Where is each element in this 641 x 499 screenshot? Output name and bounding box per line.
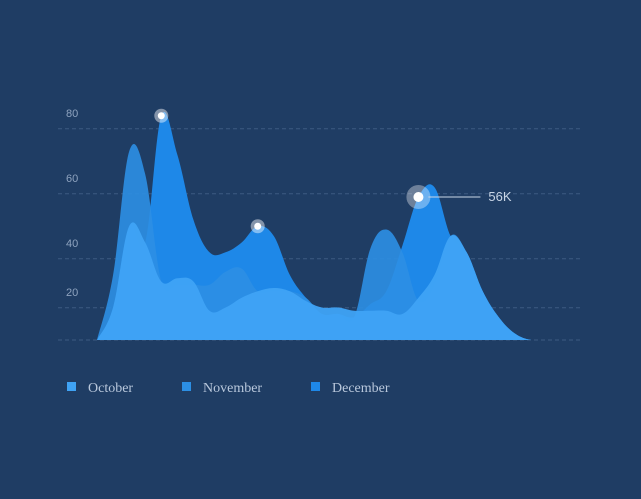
y-tick-label-60: 60	[66, 173, 78, 185]
legend-item-october[interactable]: October	[67, 381, 133, 396]
y-axis-ticks: 20 40 60 80	[66, 108, 78, 299]
series-areas	[97, 111, 547, 340]
legend-label: November	[203, 381, 262, 396]
legend-swatch	[67, 382, 76, 391]
y-tick-label-80: 80	[66, 108, 78, 120]
legend-item-december[interactable]: December	[311, 381, 390, 396]
callout-label: 56K	[488, 189, 511, 204]
legend-swatch	[182, 382, 191, 391]
legend: October November December	[67, 381, 390, 396]
legend-label: October	[88, 381, 133, 396]
legend-item-november[interactable]: November	[182, 381, 262, 396]
series-area-october	[97, 222, 547, 340]
legend-label: December	[332, 381, 390, 396]
data-markers: 56K	[154, 108, 512, 234]
legend-swatch	[311, 382, 320, 391]
data-point-marker[interactable]	[157, 112, 165, 120]
data-point-marker[interactable]	[413, 192, 424, 202]
y-tick-label-40: 40	[66, 238, 78, 250]
data-point-marker[interactable]	[254, 222, 262, 230]
y-tick-label-20: 20	[66, 287, 78, 299]
